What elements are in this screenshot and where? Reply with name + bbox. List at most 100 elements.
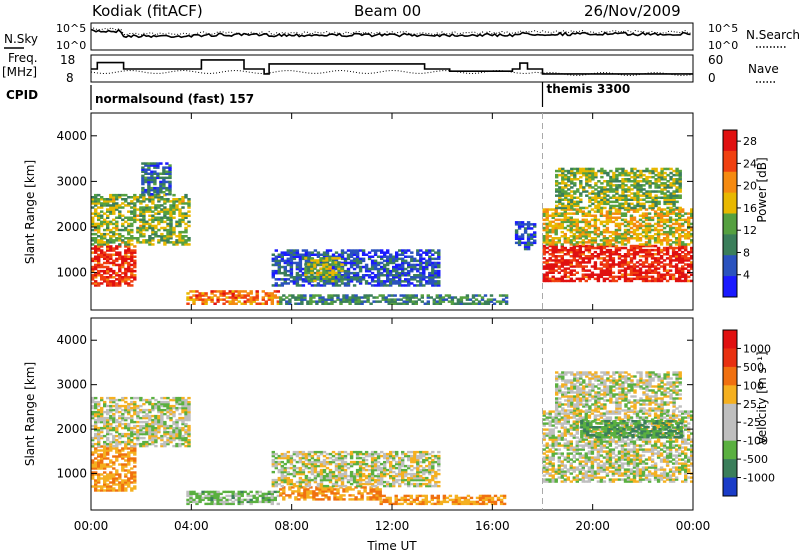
power-echo-cell (662, 239, 667, 242)
power-echo-cell (280, 257, 284, 261)
velocity-echo-cell (124, 483, 128, 486)
power-echo-cell (127, 239, 131, 242)
power-echo-cell (599, 267, 604, 270)
power-echo-cell (587, 246, 592, 250)
power-echo-cell (542, 261, 546, 264)
power-echo-cell (172, 226, 176, 230)
power-echo-cell (687, 212, 691, 215)
velocity-echo-cell (163, 440, 167, 444)
power-echo-cell (605, 212, 610, 215)
power-echo-cell (551, 250, 555, 254)
power-echo-cell (581, 230, 585, 234)
power-echo-cell (130, 239, 134, 242)
velocity-echo-cell (252, 500, 256, 504)
power-echo-cell (355, 271, 360, 275)
power-echo-cell (151, 196, 155, 199)
velocity-echo-cell (97, 412, 101, 416)
power-echo-cell (383, 265, 387, 269)
velocity-echo-cell (139, 444, 143, 448)
power-echo-cell (297, 296, 301, 299)
power-echo-cell (168, 186, 172, 190)
power-echo-cell (554, 246, 558, 250)
velocity-echo-cell (178, 430, 182, 434)
power-echo-cell (569, 226, 573, 230)
power-echo-cell (91, 212, 95, 215)
power-echo-cell (151, 210, 155, 213)
power-echo-cell (674, 277, 679, 281)
power-echo-cell (594, 188, 598, 191)
power-echo-cell (124, 243, 128, 246)
power-echo-cell (555, 204, 559, 208)
power-echo-cell (570, 180, 574, 183)
power-echo-cell (557, 226, 561, 230)
power-echo-cell (561, 202, 565, 206)
velocity-echo-cell (103, 483, 107, 486)
power-echo-cell (545, 237, 549, 240)
power-echo-cell (144, 178, 148, 182)
power-echo-cell (627, 206, 631, 210)
velocity-echo-cell (130, 430, 134, 434)
power-echo-cell (100, 282, 104, 285)
power-echo-cell (243, 290, 247, 293)
power-echo-cell (656, 250, 661, 254)
power-echo-cell (675, 167, 679, 171)
velocity-echo-cell (303, 498, 307, 501)
power-echo-cell (645, 167, 649, 171)
power-echo-cell (367, 251, 372, 254)
power-echo-cell (355, 253, 360, 256)
power-echo-cell (606, 180, 610, 183)
power-echo-cell (526, 243, 531, 247)
power-colorbar-tick-label: 12 (743, 224, 757, 237)
power-echo-cell (591, 186, 595, 189)
power-echo-cell (201, 300, 205, 303)
velocity-echo-cell (151, 418, 155, 422)
power-echo-cell (153, 186, 157, 190)
power-echo-cell (569, 212, 573, 215)
power-colorbar-segment (723, 171, 737, 194)
power-echo-cell (187, 210, 191, 213)
power-echo-cell (289, 280, 294, 283)
power-echo-cell (151, 214, 155, 217)
power-echo-cell (325, 251, 330, 254)
power-echo-cell (576, 188, 580, 191)
velocity-echo-cell (181, 420, 185, 424)
power-echo-cell (555, 184, 559, 187)
power-echo-cell (277, 253, 281, 256)
power-echo-cell (480, 296, 485, 299)
power-echo-cell (389, 274, 393, 277)
power-echo-cell (410, 263, 414, 267)
power-echo-cell (560, 250, 564, 254)
power-echo-cell (656, 261, 661, 264)
power-echo-cell (133, 212, 137, 215)
power-echo-cell (514, 233, 519, 236)
power-echo-cell (282, 298, 286, 301)
power-echo-cell (578, 228, 582, 232)
power-echo-cell (163, 216, 167, 219)
power-echo-cell (160, 226, 164, 230)
power-echo-cell (584, 222, 588, 226)
power-echo-cell (635, 253, 640, 256)
power-echo-cell (118, 257, 122, 261)
velocity-echo-cell (172, 410, 176, 414)
velocity-echo-cell (418, 500, 422, 504)
velocity-echo-cell (127, 485, 131, 488)
power-echo-cell (425, 282, 429, 285)
power-echo-cell (660, 171, 664, 175)
power-echo-cell (593, 224, 598, 228)
power-echo-cell (389, 261, 393, 265)
power-echo-cell (623, 208, 628, 211)
power-echo-cell (337, 253, 342, 256)
power-echo-cell (674, 230, 679, 234)
power-echo-cell (376, 267, 381, 271)
power-echo-cell (554, 218, 558, 222)
power-echo-cell (514, 237, 519, 240)
power-echo-cell (675, 188, 679, 191)
velocity-echo-cell (181, 416, 185, 420)
power-echo-cell (124, 220, 128, 224)
power-echo-cell (267, 296, 271, 299)
power-echo-cell (243, 300, 247, 303)
power-echo-cell (530, 237, 534, 240)
velocity-echo-cell (166, 396, 170, 400)
power-echo-cell (520, 223, 525, 226)
power-echo-cell (575, 248, 579, 252)
